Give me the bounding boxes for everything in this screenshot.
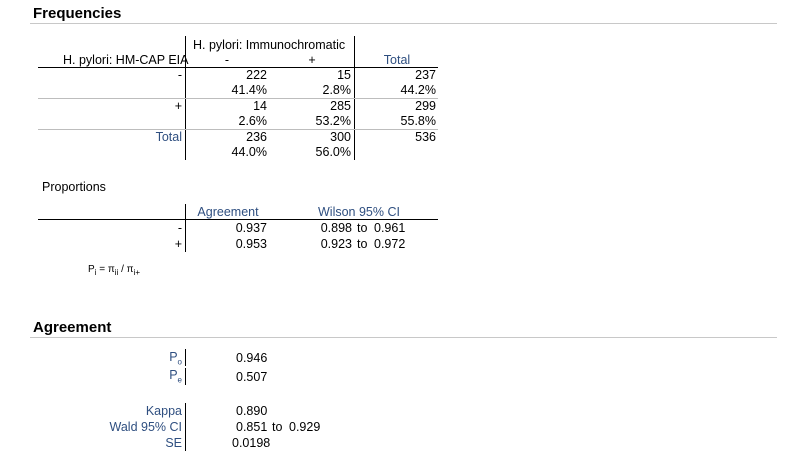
kappa-value: 0.890 bbox=[236, 404, 268, 418]
section-divider bbox=[30, 337, 777, 338]
formula-eq: = π bbox=[99, 264, 115, 275]
se-value: 0.0198 bbox=[232, 436, 271, 450]
ci-lower: 0.898 bbox=[320, 221, 352, 235]
wilson-ci-column-header: Wilson 95% CI bbox=[318, 205, 400, 219]
column-header-total: Total bbox=[383, 53, 411, 67]
proportion-row-label-minus: - bbox=[177, 221, 182, 235]
formula-p: P bbox=[88, 264, 95, 275]
agreement-value: 0.953 bbox=[235, 237, 267, 251]
agreement-value: 0.937 bbox=[235, 221, 267, 235]
proportions-heading: Proportions bbox=[42, 180, 106, 194]
agreement-heading: Agreement bbox=[33, 319, 112, 336]
cell-percent: 53.2% bbox=[315, 114, 351, 128]
frequencies-heading: Frequencies bbox=[33, 5, 122, 22]
cell-count: 222 bbox=[246, 68, 267, 82]
cell-percent: 2.8% bbox=[322, 83, 352, 97]
wald-ci-upper: 0.929 bbox=[289, 420, 321, 434]
row-label-total: Total bbox=[155, 130, 182, 144]
ci-separator: to bbox=[357, 237, 368, 251]
cell-percent: 41.4% bbox=[231, 83, 267, 97]
kappa-label: Kappa bbox=[145, 404, 182, 418]
formula-sub-i: i bbox=[94, 268, 97, 277]
ci-lower: 0.923 bbox=[320, 237, 352, 251]
se-label: SE bbox=[165, 436, 182, 450]
grand-total-count: 536 bbox=[415, 130, 436, 144]
cell-count: 14 bbox=[253, 99, 267, 113]
cell-percent: 2.6% bbox=[238, 114, 268, 128]
ci-separator: to bbox=[357, 221, 368, 235]
wald-ci-lower: 0.851 bbox=[236, 420, 268, 434]
po-subscript: o bbox=[177, 357, 182, 367]
ci-upper: 0.972 bbox=[374, 237, 406, 251]
po-letter: P bbox=[169, 350, 178, 364]
row-total-count: 299 bbox=[415, 99, 436, 113]
po-label: Po bbox=[40, 350, 182, 367]
table-row-rule bbox=[38, 129, 438, 130]
column-header-plus: + bbox=[308, 53, 316, 67]
column-variable-label: H. pylori: Immunochromatic bbox=[193, 38, 346, 52]
row-total-percent: 55.8% bbox=[400, 114, 436, 128]
pe-label: Pe bbox=[40, 368, 182, 385]
table-header-rule bbox=[38, 67, 438, 68]
formula-sub-ii: ii bbox=[114, 268, 119, 277]
cell-count: 15 bbox=[337, 68, 351, 82]
table-row-rule bbox=[38, 98, 438, 99]
column-total-percent: 44.0% bbox=[231, 145, 267, 159]
formula-sub-iplus: i+ bbox=[133, 268, 141, 277]
po-value: 0.946 bbox=[236, 351, 268, 365]
row-variable-label: H. pylori: HM-CAP EIA bbox=[63, 53, 189, 67]
row-total-percent: 44.2% bbox=[400, 83, 436, 97]
column-total-count: 300 bbox=[330, 130, 351, 144]
table-header-rule bbox=[38, 219, 438, 220]
column-total-count: 236 bbox=[246, 130, 267, 144]
proportion-row-label-plus: + bbox=[174, 237, 182, 251]
row-total-count: 237 bbox=[415, 68, 436, 82]
pe-letter: P bbox=[169, 368, 178, 382]
row-label-minus: - bbox=[177, 68, 182, 82]
column-header-minus: - bbox=[224, 53, 230, 67]
wald-ci-separator: to bbox=[272, 420, 283, 434]
formula-slash: / π bbox=[121, 264, 134, 275]
row-label-plus: + bbox=[174, 99, 182, 113]
pe-value: 0.507 bbox=[236, 370, 268, 384]
table-vertical-rule bbox=[185, 204, 186, 252]
agreement-column-header: Agreement bbox=[197, 205, 259, 219]
proportion-formula: Pi = πii / πi+ bbox=[88, 264, 140, 277]
cell-count: 285 bbox=[330, 99, 351, 113]
wald-ci-label: Wald 95% CI bbox=[109, 420, 182, 434]
ci-upper: 0.961 bbox=[374, 221, 406, 235]
section-divider bbox=[30, 23, 777, 24]
stat-vertical-rule bbox=[185, 368, 186, 385]
pe-subscript: e bbox=[177, 375, 182, 385]
column-total-percent: 56.0% bbox=[315, 145, 351, 159]
stat-vertical-rule bbox=[185, 403, 186, 451]
stat-vertical-rule bbox=[185, 349, 186, 366]
